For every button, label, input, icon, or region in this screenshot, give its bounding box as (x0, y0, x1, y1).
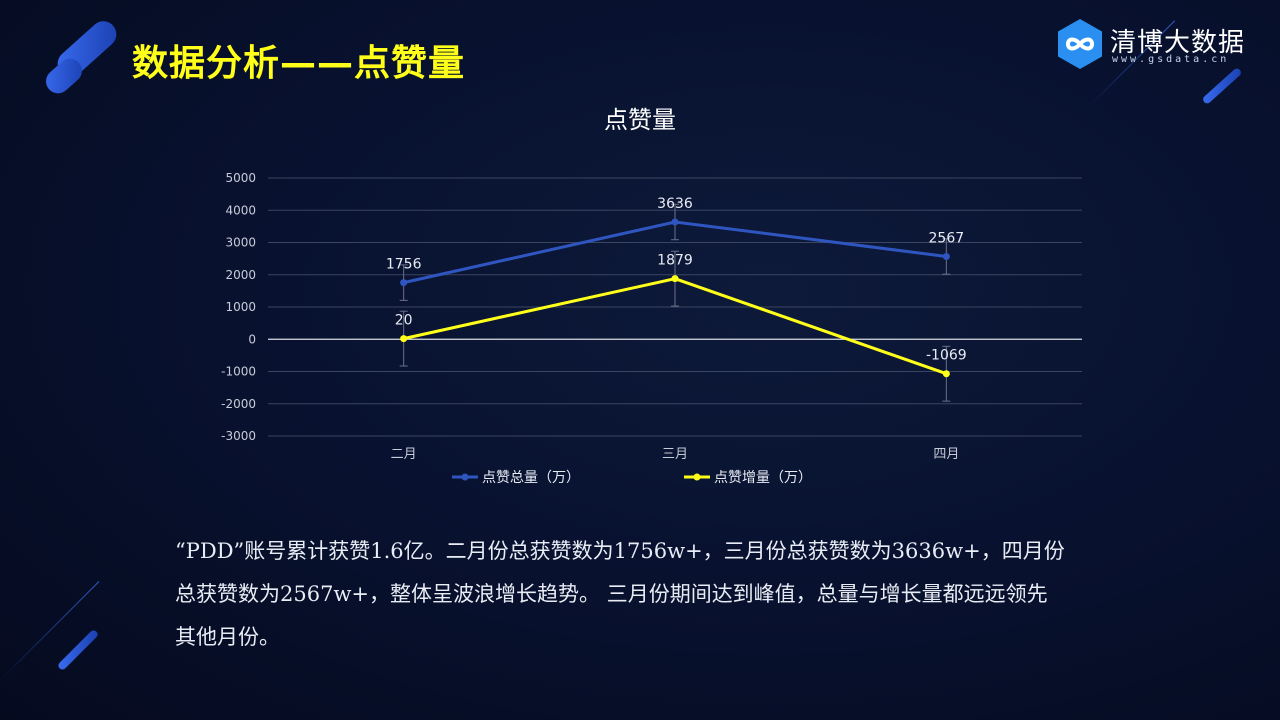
logo-name: 清博大数据 (1110, 28, 1246, 58)
data-label: 1756 (386, 257, 422, 273)
data-point (942, 370, 950, 378)
logo-url: www.gsdata.cn (1112, 54, 1230, 65)
y-axis: 5000 4000 3000 2000 1000 0 -1000 -2000 -3000 (221, 171, 256, 443)
summary-text: “PDD”账号累计获赞1.6亿。二月份总获赞数为1756w+，三月份总获赞数为3… (175, 530, 1155, 659)
summary-line-3: 其他月份。 (175, 625, 280, 649)
y-tick-label: 5000 (225, 171, 256, 185)
y-tick-label: -2000 (221, 397, 256, 411)
infinity-hexagon-icon (1058, 19, 1102, 69)
data-label: 20 (395, 313, 413, 329)
data-label: 2567 (929, 230, 965, 246)
y-tick-label: -3000 (221, 429, 256, 443)
decorative-stroke-left-lower (56, 628, 100, 672)
x-axis: 二月 三月 四月 (391, 447, 960, 462)
chart-title: 点赞量 (604, 106, 676, 134)
x-tick-label: 二月 (391, 447, 417, 462)
data-point (671, 218, 679, 226)
y-tick-label: 1000 (225, 300, 256, 314)
slide-title: 数据分析——点赞量 (132, 43, 466, 84)
likes-line-chart: 点赞量 5000 4000 3000 2000 1000 0 -1000 -2000 -3000… (221, 106, 1082, 486)
decorative-line-left (0, 581, 100, 681)
summary-line-2: 总获赞数为2567w+，整体呈波浪增长趋势。 三月份期间达到峰值，总量与增长量都… (175, 582, 1048, 606)
y-tick-label: 2000 (225, 268, 256, 282)
y-tick-label: 0 (248, 332, 256, 346)
legend-label: 点赞总量（万） (482, 470, 580, 486)
chart-series: 1756 3636 2567 20 1879 -1069 (386, 196, 967, 402)
data-point (671, 275, 679, 283)
data-point (400, 335, 408, 343)
data-point (400, 279, 408, 287)
y-tick-label: 4000 (225, 203, 256, 217)
legend-label: 点赞增量（万） (714, 470, 812, 486)
brand-logo: 清博大数据 www.gsdata.cn (1056, 18, 1256, 74)
data-label: 1879 (657, 253, 693, 269)
legend-swatch-marker (693, 473, 701, 481)
x-tick-label: 四月 (933, 447, 959, 462)
data-label: 3636 (657, 196, 693, 212)
chart-legend: 点赞总量（万） 点赞增量（万） (452, 470, 812, 486)
y-tick-label: -1000 (221, 365, 256, 379)
data-point (942, 252, 950, 260)
x-tick-label: 三月 (662, 447, 688, 462)
y-tick-label: 3000 (225, 236, 256, 250)
legend-swatch-marker (461, 473, 469, 481)
summary-line-1: “PDD”账号累计获赞1.6亿。二月份总获赞数为1756w+，三月份总获赞数为3… (175, 539, 1065, 563)
data-label: -1069 (926, 348, 967, 364)
